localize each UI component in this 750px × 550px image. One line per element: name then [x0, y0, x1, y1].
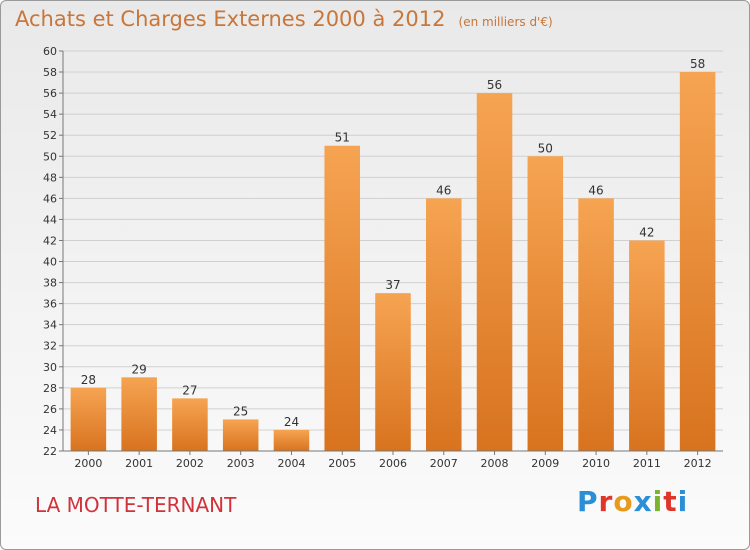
data-label-2011: 42 [639, 225, 654, 239]
x-tick-label: 2006 [379, 457, 407, 470]
x-tick-label: 2007 [430, 457, 458, 470]
bar-2006 [375, 293, 411, 451]
x-tick-label: 2008 [481, 457, 509, 470]
chart-title-text: Achats et Charges Externes 2000 à 2012 [15, 7, 446, 31]
data-label-2000: 28 [81, 373, 96, 387]
y-tick-label: 44 [43, 213, 57, 226]
data-label-2010: 46 [588, 183, 603, 197]
data-label-2008: 56 [487, 78, 502, 92]
proxiti-logo: Proxiti [577, 485, 688, 518]
logo-letter: i [677, 485, 689, 518]
y-tick-label: 56 [43, 87, 57, 100]
logo-letter: r [598, 485, 614, 518]
bar-2011 [629, 240, 665, 451]
y-tick-label: 32 [43, 340, 57, 353]
y-tick-label: 54 [43, 108, 57, 121]
y-tick-label: 60 [43, 45, 57, 58]
y-tick-label: 38 [43, 277, 57, 290]
bar-2004 [273, 429, 310, 451]
x-tick-label: 2009 [531, 457, 559, 470]
chart-unit-text: (en milliers d'€) [458, 15, 553, 29]
y-tick-label: 30 [43, 361, 57, 374]
data-label-2001: 29 [132, 362, 147, 376]
bar-2009 [527, 156, 564, 451]
x-tick-label: 2000 [74, 457, 102, 470]
data-label-2004: 24 [284, 415, 299, 429]
bar-2010 [578, 198, 614, 451]
commune-name: LA MOTTE-TERNANT [35, 493, 237, 517]
x-tick-label: 2011 [633, 457, 661, 470]
logo-letter: P [577, 485, 599, 518]
data-label-2005: 51 [335, 131, 350, 145]
x-tick-label: 2004 [277, 457, 305, 470]
y-tick-label: 34 [43, 319, 57, 332]
y-tick-label: 52 [43, 129, 57, 142]
y-tick-label: 40 [43, 256, 57, 269]
y-tick-label: 50 [43, 150, 57, 163]
y-tick-label: 48 [43, 171, 57, 184]
bar-2001 [121, 377, 157, 451]
y-tick-label: 42 [43, 234, 57, 247]
logo-letter: x [633, 485, 653, 518]
logo-letter: o [613, 485, 634, 518]
data-label-2003: 25 [233, 404, 248, 418]
y-tick-label: 24 [43, 424, 57, 437]
x-tick-label: 2010 [582, 457, 610, 470]
y-tick-label: 26 [43, 403, 57, 416]
data-label-2009: 50 [538, 141, 553, 155]
y-tick-label: 36 [43, 298, 57, 311]
y-tick-label: 22 [43, 445, 57, 458]
data-label-2007: 46 [436, 183, 451, 197]
data-label-2006: 37 [385, 278, 400, 292]
x-tick-label: 2001 [125, 457, 153, 470]
chart-title: Achats et Charges Externes 2000 à 2012 (… [15, 7, 553, 31]
y-tick-label: 28 [43, 382, 57, 395]
bar-2005 [324, 145, 360, 451]
x-tick-label: 2002 [176, 457, 204, 470]
y-tick-label: 58 [43, 66, 57, 79]
x-tick-label: 2012 [684, 457, 712, 470]
bar-2007 [426, 198, 462, 451]
data-label-2002: 27 [182, 383, 197, 397]
bar-2008 [476, 93, 513, 452]
x-tick-label: 2005 [328, 457, 356, 470]
bar-2000 [70, 387, 107, 451]
x-tick-label: 2003 [227, 457, 255, 470]
bar-2003 [222, 419, 259, 451]
logo-letter: i [652, 485, 664, 518]
y-tick-label: 46 [43, 192, 57, 205]
logo-letter: t [663, 485, 678, 518]
bar-2002 [172, 398, 208, 451]
data-label-2012: 58 [690, 57, 705, 71]
bar-2012 [679, 72, 716, 451]
